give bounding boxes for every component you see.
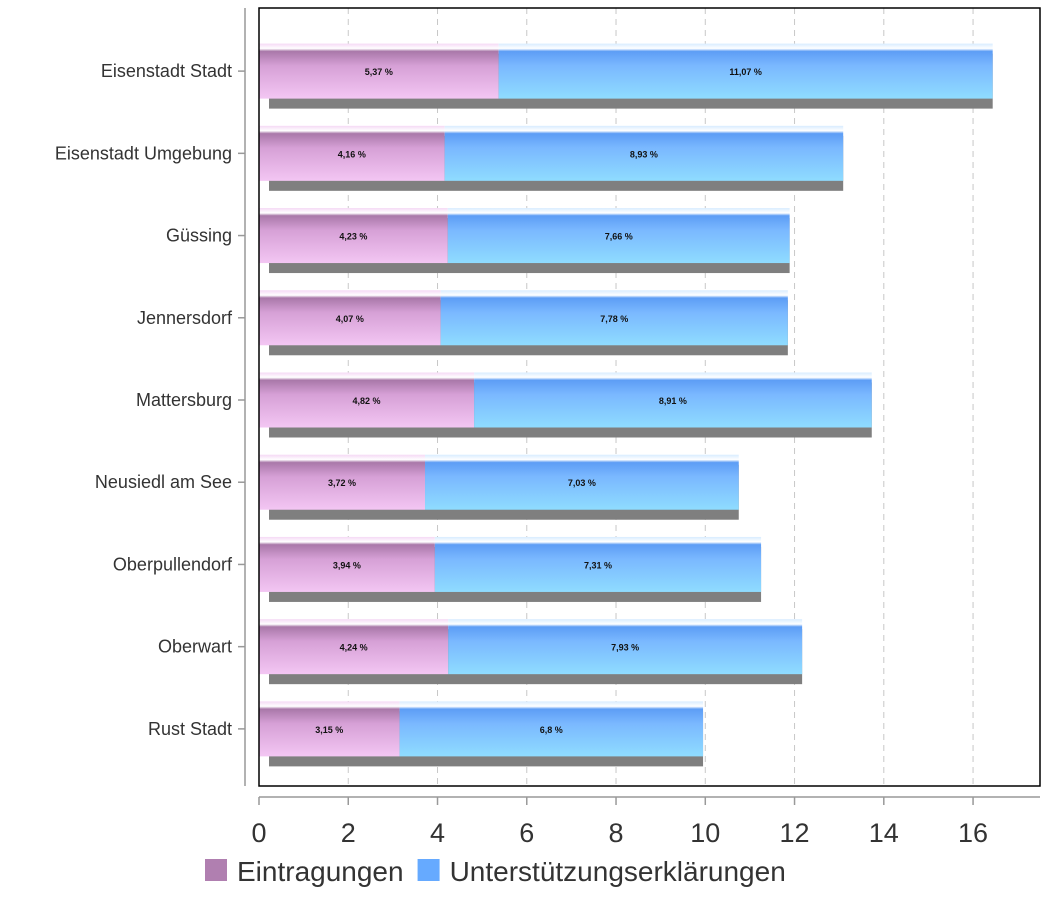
- category-label: Rust Stadt: [148, 719, 232, 739]
- x-tick-label: 16: [958, 818, 988, 848]
- data-label: 5,37 %: [365, 67, 393, 77]
- category-label: Güssing: [166, 226, 232, 246]
- bar-segment-eintragungen: [259, 208, 448, 264]
- bar-segment-eintragungen: [259, 43, 499, 99]
- bar-segment-unterstützungserklärungen: [399, 701, 704, 757]
- data-label: 4,82 %: [353, 396, 381, 406]
- category-label: Neusiedl am See: [95, 472, 232, 492]
- bar-segment-unterstützungserklärungen: [448, 619, 803, 675]
- data-label: 4,07 %: [336, 314, 364, 324]
- data-label: 7,31 %: [584, 560, 612, 570]
- bar-series: 5,37 % 11,07 % 4,16 % 8,93 % 4,23 % 7,66 % 4,0…: [259, 43, 993, 767]
- legend-label: Eintragungen: [237, 856, 404, 887]
- x-tick-label: 10: [690, 818, 720, 848]
- bar-segment-eintragungen: [259, 619, 449, 675]
- plot-frame: [258, 7, 1041, 787]
- x-tick-label: 14: [869, 818, 899, 848]
- bar-segment-eintragungen: [259, 290, 441, 346]
- bar-segment-eintragungen: [259, 536, 435, 592]
- data-label: 7,78 %: [600, 314, 628, 324]
- data-label: 8,93 %: [630, 149, 658, 159]
- x-tick-label: 0: [251, 818, 266, 848]
- legend-swatch: [205, 859, 227, 881]
- data-label: 6,8 %: [540, 725, 563, 735]
- bar-segment-unterstützungserklärungen: [434, 536, 762, 592]
- data-label: 4,16 %: [338, 149, 366, 159]
- data-label: 3,94 %: [333, 560, 361, 570]
- x-tick-label: 6: [519, 818, 534, 848]
- bar-segment-eintragungen: [259, 125, 445, 181]
- x-tick-label: 4: [430, 818, 445, 848]
- data-label: 8,91 %: [659, 396, 687, 406]
- bar-segment-eintragungen: [259, 454, 426, 510]
- category-label: Oberpullendorf: [113, 554, 233, 574]
- category-label: Eisenstadt Umgebung: [55, 143, 232, 163]
- data-label: 3,15 %: [315, 725, 343, 735]
- legend-swatch: [417, 859, 440, 881]
- bar-segment-unterstützungserklärungen: [440, 290, 788, 346]
- x-tick-label: 8: [609, 818, 624, 848]
- data-label: 4,23 %: [339, 232, 367, 242]
- data-label: 7,03 %: [568, 478, 596, 488]
- data-label: 3,72 %: [328, 478, 356, 488]
- bar-segment-unterstützungserklärungen: [474, 372, 872, 428]
- bar-segment-eintragungen: [259, 701, 400, 757]
- category-label: Eisenstadt Stadt: [101, 61, 232, 81]
- x-tick-label: 2: [341, 818, 356, 848]
- bar-segment-unterstützungserklärungen: [447, 208, 790, 264]
- category-label: Oberwart: [158, 637, 232, 657]
- category-label: Mattersburg: [136, 390, 232, 410]
- data-label: 4,24 %: [340, 643, 368, 653]
- bar-segment-unterstützungserklärungen: [444, 125, 844, 181]
- category-label: Jennersdorf: [137, 308, 233, 328]
- data-label: 7,66 %: [605, 232, 633, 242]
- legend: Eintragungen Unterstützungserklärungen: [205, 856, 786, 887]
- x-tick-label: 12: [780, 818, 810, 848]
- bar-segment-unterstützungserklärungen: [425, 454, 739, 510]
- bar-segment-unterstützungserklärungen: [498, 43, 993, 99]
- data-label: 11,07 %: [729, 67, 762, 77]
- value-axis-ticks: 0 2 4 6 8 10 12 14 16: [251, 797, 988, 848]
- bar-segment-eintragungen: [259, 372, 475, 428]
- legend-label: Unterstützungserklärungen: [450, 856, 786, 887]
- category-labels: Eisenstadt Stadt Eisenstadt Umgebung Güssi…: [55, 61, 245, 739]
- data-label: 7,93 %: [611, 643, 639, 653]
